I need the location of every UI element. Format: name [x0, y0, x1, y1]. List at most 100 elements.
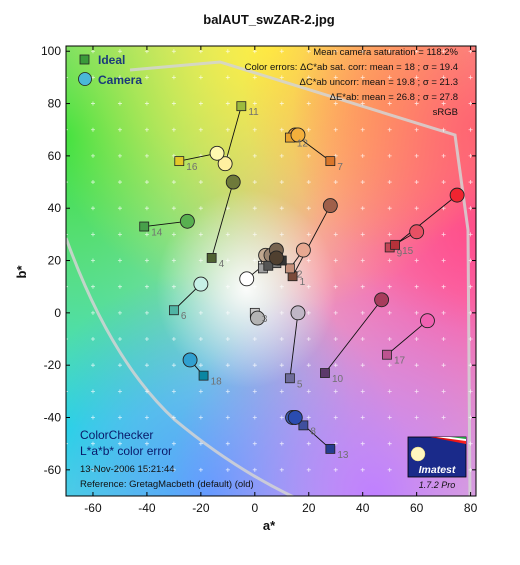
grid-cross [360, 75, 365, 80]
grid-cross [144, 310, 149, 315]
stat-color-space: sRGB [433, 107, 458, 118]
grid-cross [171, 75, 176, 80]
grid-cross [414, 337, 419, 342]
grid-cross [90, 337, 95, 342]
grid-cross [144, 101, 149, 106]
legend-camera-label: Camera [98, 73, 142, 87]
grid-cross [468, 75, 473, 80]
grid-cross [306, 153, 311, 158]
camera-point-13 [287, 410, 303, 425]
grid-cross [252, 467, 257, 472]
grid-cross [198, 310, 203, 315]
grid-cross [279, 284, 284, 289]
grid-cross [90, 101, 95, 106]
grid-cross [66, 337, 68, 342]
grid-cross [387, 101, 392, 106]
grid-cross [279, 389, 284, 394]
grid [66, 49, 473, 472]
error-line-15 [394, 194, 458, 246]
patch-label-5: 5 [297, 379, 303, 390]
grid-cross [414, 258, 419, 263]
patch-label-13: 13 [337, 450, 349, 461]
grid-cross [117, 467, 122, 472]
grid-cross [252, 75, 257, 80]
grid-cross [414, 101, 419, 106]
grid-cross [225, 441, 230, 446]
ideal-point-2 [284, 263, 295, 274]
grid-cross [279, 337, 284, 342]
ideal-point-13 [325, 444, 336, 454]
error-line-1 [292, 205, 331, 277]
error-line-5 [289, 312, 299, 379]
grid-cross [225, 284, 230, 289]
x-tick-label: 20 [302, 501, 316, 515]
ideal-point-11 [236, 101, 247, 112]
imatest-logo: Imatest 1.7.2 Pro [407, 436, 467, 490]
grid-cross [144, 258, 149, 263]
grid-cross [414, 389, 419, 394]
grid-cross [90, 232, 95, 237]
grid-cross [90, 441, 95, 446]
grid-cross [90, 389, 95, 394]
grid-cross [414, 180, 419, 185]
grid-cross [387, 363, 392, 368]
y-tick-label: 0 [54, 306, 61, 320]
grid-cross [387, 75, 392, 80]
y-tick-label: 40 [48, 201, 62, 215]
grid-cross [468, 337, 473, 342]
grid-cross [252, 337, 257, 342]
ideal-point-4 [206, 253, 217, 263]
grid-cross [225, 75, 230, 80]
grid-cross [279, 101, 284, 106]
grid-cross [144, 180, 149, 185]
grid-cross [66, 232, 68, 237]
grid-cross [225, 389, 230, 394]
grid-cross [90, 363, 95, 368]
ideal-point-16 [174, 156, 185, 167]
grid-cross [117, 127, 122, 132]
grid-cross [90, 467, 95, 472]
grid-cross [117, 153, 122, 158]
grid-cross [144, 337, 149, 342]
chart-info-block: ColorChecker L*a*b* color error 13-Nov-2… [80, 428, 254, 490]
logo-name: Imatest [419, 464, 456, 476]
patch-label-7: 7 [337, 162, 343, 173]
grid-cross [225, 101, 230, 106]
grid-cross [333, 415, 338, 420]
grid-cross [414, 127, 419, 132]
grid-cross [333, 389, 338, 394]
grid-cross [279, 232, 284, 237]
grid-cross [144, 363, 149, 368]
grid-cross [468, 363, 473, 368]
camera-point-15 [449, 187, 465, 203]
grid-cross [414, 75, 419, 80]
ideal-point-17 [382, 349, 392, 360]
grid-cross [360, 232, 365, 237]
grid-cross [333, 49, 338, 54]
camera-point-6 [193, 276, 209, 292]
grid-cross [306, 363, 311, 368]
plot-frame [65, 45, 477, 497]
grid-cross [171, 258, 176, 263]
patch-label-3: 3 [262, 314, 268, 325]
x-tick-label: -60 [84, 501, 102, 515]
stat-delta-e: ΔE*ab: mean = 26.8 ; σ = 27.8 [330, 92, 458, 103]
grid-cross [90, 415, 95, 420]
grid-cross [441, 49, 446, 54]
chart-info-line2: L*a*b* color error [80, 444, 172, 458]
grid-cross [117, 441, 122, 446]
grid-cross [468, 415, 473, 420]
grid-cross [252, 389, 257, 394]
x-tick-label: -40 [138, 501, 156, 515]
grid-cross [360, 258, 365, 263]
grid-cross [306, 284, 311, 289]
chart-timestamp: 13-Nov-2006 15:21:44 [80, 464, 175, 475]
grid-cross [117, 310, 122, 315]
grid-cross [171, 49, 176, 54]
grid-cross [306, 206, 311, 211]
grid-cross [171, 206, 176, 211]
stat-saturation: Mean camera saturation = 118.2% [313, 47, 458, 58]
grid-cross [198, 127, 203, 132]
grid-cross [414, 363, 419, 368]
